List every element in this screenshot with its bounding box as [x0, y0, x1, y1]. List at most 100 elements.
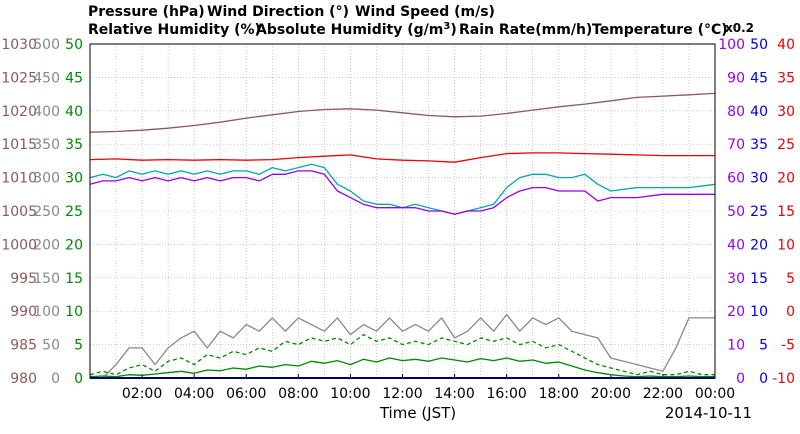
tick-label-pressure: 980 — [10, 371, 37, 387]
tick-label-rain: 40 — [750, 104, 768, 120]
date-label: 2014-10-11 — [665, 404, 752, 422]
tick-label-wind-dir: 500 — [33, 37, 60, 53]
plot-frame — [89, 43, 716, 379]
legend-absolute-humidity-prefix: Absolute Humidity (g/m — [256, 22, 443, 38]
x-tick-label: 18:00 — [539, 386, 579, 402]
tick-label-rain: 20 — [750, 237, 768, 253]
tick-label-wind-dir: 100 — [33, 304, 60, 320]
tick-label-humidity: 20 — [727, 304, 745, 320]
tick-label-pressure: 1025 — [1, 70, 37, 86]
tick-label-rain: 5 — [759, 338, 768, 354]
tick-label-pressure: 1015 — [1, 137, 37, 153]
x-tick-label: 16:00 — [486, 386, 526, 402]
tick-label-rain: 50 — [750, 37, 768, 53]
tick-label-wind-speed: 0 — [74, 371, 83, 387]
tick-label-pressure: 990 — [10, 304, 37, 320]
legend-absolute-humidity-sup: 3 — [443, 21, 450, 32]
tick-label-wind-dir: 200 — [33, 237, 60, 253]
tick-label-humidity: 10 — [727, 338, 745, 354]
tick-label-temp: 30 — [777, 104, 795, 120]
tick-label-temp: 0 — [786, 304, 795, 320]
tick-label-rain: 30 — [750, 171, 768, 187]
tick-label-wind-dir: 250 — [33, 204, 60, 220]
series-line-temp — [89, 152, 715, 163]
tick-label-pressure: 985 — [10, 338, 37, 354]
x-tick-label: 10:00 — [330, 386, 370, 402]
tick-label-humidity: 100 — [718, 37, 745, 53]
tick-label-temp: -10 — [772, 371, 795, 387]
legend-rain-rate: Rain Rate(mm/h) — [459, 22, 592, 38]
tick-label-pressure: 1020 — [1, 104, 37, 120]
x-tick-label: 20:00 — [591, 386, 631, 402]
tick-label-humidity: 30 — [727, 271, 745, 287]
tick-label-humidity: 90 — [727, 70, 745, 86]
tick-label-rain: 0 — [759, 371, 768, 387]
tick-label-wind-speed: 45 — [65, 70, 83, 86]
tick-label-pressure: 1005 — [1, 204, 37, 220]
tick-label-rain: 45 — [750, 70, 768, 86]
tick-label-humidity: 0 — [736, 371, 745, 387]
tick-label-wind-dir: 350 — [33, 137, 60, 153]
series-line-wind-speed-max — [89, 333, 715, 376]
tick-label-humidity: 80 — [727, 104, 745, 120]
legend-wind-direction: Wind Direction (°) — [207, 4, 349, 20]
tick-label-pressure: 1000 — [1, 237, 37, 253]
tick-label-wind-speed: 5 — [74, 338, 83, 354]
tick-label-temp: 15 — [777, 204, 795, 220]
tick-label-rain: 25 — [750, 204, 768, 220]
x-tick-label: 08:00 — [278, 386, 318, 402]
series-line-rel-hum — [89, 170, 715, 215]
legend-wind-speed: Wind Speed (m/s) — [355, 4, 495, 20]
tick-label-temp: 10 — [777, 237, 795, 253]
tick-label-temp: 40 — [777, 37, 795, 53]
tick-label-wind-speed: 15 — [65, 271, 83, 287]
tick-label-temp: 20 — [777, 171, 795, 187]
x-tick-label: 06:00 — [226, 386, 266, 402]
legend: Pressure (hPa) Wind Direction (°) Wind S… — [88, 4, 754, 38]
tick-label-wind-speed: 20 — [65, 237, 83, 253]
x-tick-label: 22:00 — [643, 386, 683, 402]
series — [89, 92, 716, 379]
tick-label-rain: 15 — [750, 271, 768, 287]
tick-label-wind-dir: 400 — [33, 104, 60, 120]
tick-label-wind-speed: 50 — [65, 37, 83, 53]
tick-label-wind-dir: 50 — [42, 338, 60, 354]
tick-label-pressure: 995 — [10, 271, 37, 287]
tick-label-wind-speed: 30 — [65, 171, 83, 187]
tick-label-humidity: 40 — [727, 237, 745, 253]
tick-label-wind-dir: 300 — [33, 171, 60, 187]
series-line-wind-speed — [89, 357, 715, 378]
x-axis-label: Time (JST) — [379, 404, 456, 422]
tick-label-wind-speed: 10 — [65, 304, 83, 320]
tick-label-rain: 35 — [750, 137, 768, 153]
tick-label-rain: 10 — [750, 304, 768, 320]
tick-label-wind-dir: 150 — [33, 271, 60, 287]
tick-label-wind-speed: 25 — [65, 204, 83, 220]
tick-label-humidity: 60 — [727, 171, 745, 187]
x-tick-label: 04:00 — [174, 386, 214, 402]
tick-label-temp: -5 — [781, 338, 795, 354]
series-line-abs-hum — [89, 163, 716, 215]
legend-absolute-humidity-suffix: ) — [450, 22, 456, 38]
legend-absolute-humidity: Absolute Humidity (g/m3) — [256, 21, 457, 38]
tick-label-temp: 5 — [786, 271, 795, 287]
legend-relative-humidity: Relative Humidity (%) — [88, 22, 261, 38]
tick-label-pressure: 1010 — [1, 171, 37, 187]
tick-label-temp: 35 — [777, 70, 795, 86]
tick-label-wind-speed: 40 — [65, 104, 83, 120]
series-line-pressure — [89, 92, 716, 133]
tick-label-wind-dir: 450 — [33, 70, 60, 86]
x-tick-label: 00:00 — [695, 386, 735, 402]
tick-label-humidity: 50 — [727, 204, 745, 220]
tick-label-wind-dir: 0 — [51, 371, 60, 387]
x-tick-label: 02:00 — [122, 386, 162, 402]
tick-label-wind-speed: 35 — [65, 137, 83, 153]
tick-label-temp: 25 — [777, 137, 795, 153]
legend-absolute-humidity-scale: x0.2 — [725, 21, 754, 35]
tick-label-pressure: 1030 — [1, 37, 37, 53]
tick-label-humidity: 70 — [727, 137, 745, 153]
legend-temperature: Temperature (°C) — [592, 22, 728, 38]
legend-pressure: Pressure (hPa) — [88, 4, 205, 20]
